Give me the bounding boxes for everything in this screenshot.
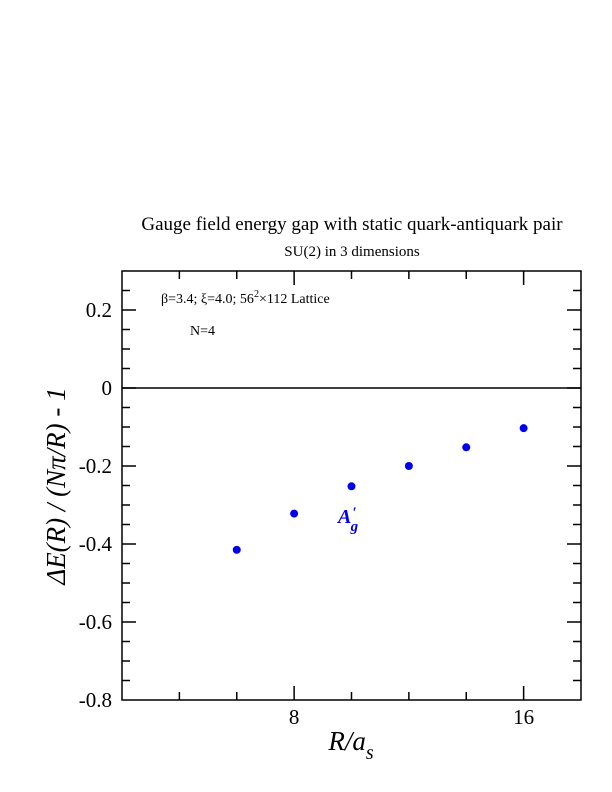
data-point	[347, 482, 356, 491]
data-point	[290, 509, 299, 518]
y-tick-label: -0.2	[79, 454, 112, 478]
y-axis-title: ΔE(R) / (Nπ/R) - 1	[41, 387, 71, 585]
x-tick-label: 16	[513, 705, 534, 729]
y-tick-label: 0.2	[86, 298, 112, 322]
data-points	[232, 424, 528, 554]
parameters-note: β=3.4; ξ=4.0; 562×112 Lattice	[161, 289, 330, 307]
data-point	[404, 462, 413, 470]
chart-subtitle: SU(2) in 3 dimensions	[284, 244, 420, 260]
y-tick-label: -0.4	[79, 532, 113, 556]
data-point	[519, 424, 528, 433]
x-tick-label: 8	[289, 705, 300, 729]
axis-tick-labels: 8 16 -0.8 -0.6 -0.4 -0.2 0 0.2	[79, 298, 534, 729]
axis-ticks	[122, 271, 581, 700]
y-tick-label: -0.8	[79, 688, 112, 712]
n-note: N=4	[190, 324, 215, 339]
y-tick-label: -0.6	[79, 610, 112, 634]
y-tick-label: 0	[102, 376, 113, 400]
data-point	[232, 545, 241, 554]
x-axis-title: R/as	[327, 726, 374, 764]
data-point	[462, 443, 471, 452]
chart-title: Gauge field energy gap with static quark…	[141, 214, 563, 235]
series-annotation: A′ g	[336, 505, 359, 535]
